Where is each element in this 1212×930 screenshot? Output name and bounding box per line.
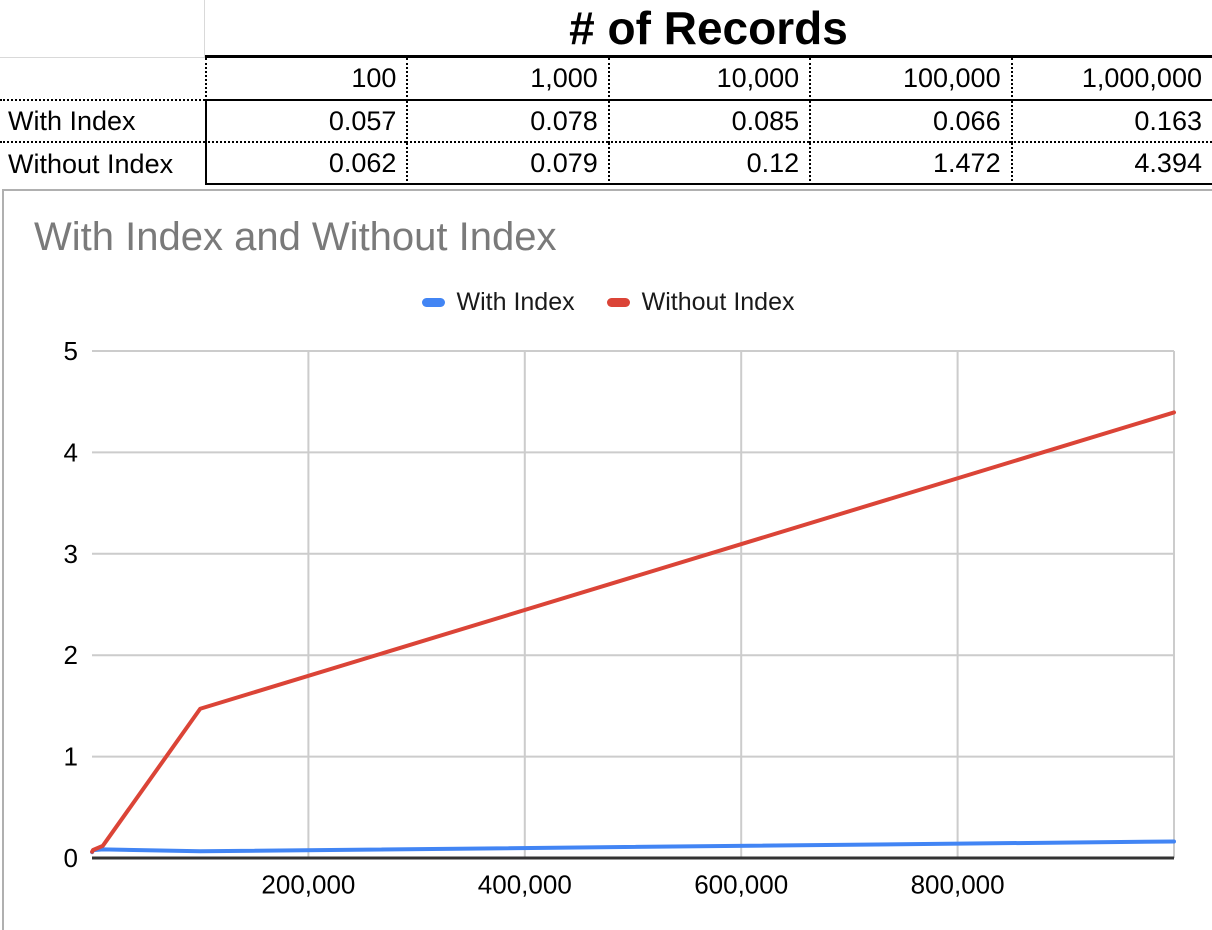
embedded-chart[interactable]: With Index and Without Index With Index … xyxy=(2,189,1212,930)
line-chart-plot: 0 1 2 3 4 5 200,000 400,000 600,000 800,000 xyxy=(64,340,1176,900)
cell-row-header-blank[interactable] xyxy=(0,58,205,101)
col-header-100[interactable]: 100 xyxy=(205,58,407,101)
y-tick-label: 3 xyxy=(64,539,78,569)
y-tick-label: 0 xyxy=(64,843,78,873)
col-header-1000[interactable]: 1,000 xyxy=(406,58,608,101)
cell-with-index-10000[interactable]: 0.085 xyxy=(607,101,810,143)
legend-swatch-with-index xyxy=(421,298,445,307)
legend-swatch-without-index xyxy=(606,298,630,307)
cell-a1[interactable] xyxy=(0,0,205,58)
legend-label-with-index: With Index xyxy=(456,288,575,316)
row-label-without-index[interactable]: Without Index xyxy=(0,143,205,185)
series-line-with-index xyxy=(90,839,1176,855)
chart-title: With Index and Without Index xyxy=(34,215,557,259)
col-header-1000000[interactable]: 1,000,000 xyxy=(1010,58,1212,101)
cell-with-index-100[interactable]: 0.057 xyxy=(205,101,407,143)
x-tick-label: 400,000 xyxy=(478,870,572,900)
table-title[interactable]: # of Records xyxy=(205,0,1212,58)
series-line-without-index xyxy=(90,410,1176,854)
x-tick-label: 800,000 xyxy=(911,870,1005,900)
y-tick-label: 4 xyxy=(64,437,78,467)
col-header-100000[interactable]: 100,000 xyxy=(809,58,1011,101)
cell-with-index-100000[interactable]: 0.066 xyxy=(809,101,1011,143)
cell-with-index-1000[interactable]: 0.078 xyxy=(406,101,608,143)
cell-without-index-10000[interactable]: 0.12 xyxy=(607,143,810,185)
cell-without-index-100000[interactable]: 1.472 xyxy=(809,143,1011,185)
records-table: # of Records 100 1,000 10,000 100,000 1,… xyxy=(0,0,1212,185)
x-tick-label: 600,000 xyxy=(694,870,788,900)
col-header-10000[interactable]: 10,000 xyxy=(607,58,810,101)
cell-without-index-1000000[interactable]: 4.394 xyxy=(1010,143,1212,185)
y-tick-label: 5 xyxy=(64,340,78,366)
cell-without-index-100[interactable]: 0.062 xyxy=(205,143,407,185)
y-tick-label: 1 xyxy=(64,742,78,772)
chart-legend: With Index Without Index xyxy=(4,288,1212,317)
legend-item-without-index[interactable]: Without Index xyxy=(606,288,795,317)
row-label-with-index[interactable]: With Index xyxy=(0,101,205,143)
legend-label-without-index: Without Index xyxy=(641,288,795,316)
cell-without-index-1000[interactable]: 0.079 xyxy=(406,143,608,185)
y-tick-label: 2 xyxy=(64,640,78,670)
legend-item-with-index[interactable]: With Index xyxy=(421,288,575,317)
x-tick-label: 200,000 xyxy=(261,870,355,900)
cell-with-index-1000000[interactable]: 0.163 xyxy=(1010,101,1212,143)
